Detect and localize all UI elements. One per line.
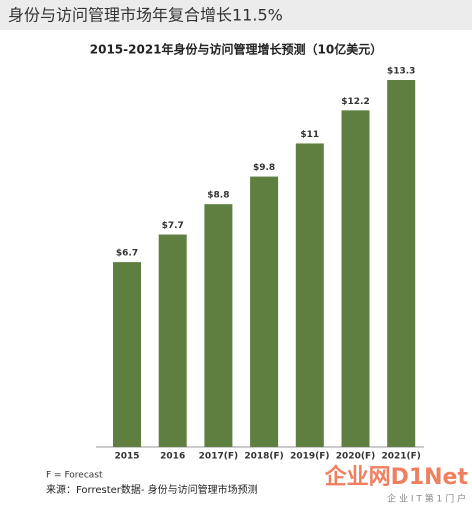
bar xyxy=(158,234,187,447)
footer-source: 来源：Forrester数据- 身份与访问管理市场预测 xyxy=(46,483,258,496)
value-label: $12.2 xyxy=(341,97,369,107)
x-tick-label: 2018(F) xyxy=(244,452,283,462)
bar xyxy=(295,143,324,447)
x-tick-label: 2017(F) xyxy=(199,452,238,462)
header-title: 身份与访问管理市场年复合增长11.5% xyxy=(8,6,283,25)
x-tick-label: 2019(F) xyxy=(290,452,329,462)
x-tick-label: 2020(F) xyxy=(336,452,375,462)
bar xyxy=(113,262,141,447)
chart-title: 2015-2021年身份与访问管理增长预测（10亿美元） xyxy=(90,42,382,57)
value-label: $6.7 xyxy=(116,249,138,259)
bar xyxy=(204,204,233,447)
value-label: $7.7 xyxy=(162,221,184,231)
value-label: $8.8 xyxy=(207,191,229,201)
bar xyxy=(341,110,370,447)
value-label: $13.3 xyxy=(387,67,415,77)
footer-note: F = Forecast xyxy=(46,471,103,481)
value-label: $11 xyxy=(300,130,319,140)
value-label: $9.8 xyxy=(253,163,275,173)
watermark-logo: 企业网D1Net xyxy=(324,464,469,490)
x-tick-label: 2021(F) xyxy=(381,452,420,462)
x-tick-label: 2016 xyxy=(160,452,185,462)
bar xyxy=(387,80,416,447)
watermark-tagline: 企 业 I T 第 1 门 户 xyxy=(387,493,466,505)
x-tick-label: 2015 xyxy=(114,452,139,462)
bar xyxy=(250,176,279,447)
header-bar xyxy=(0,0,472,30)
